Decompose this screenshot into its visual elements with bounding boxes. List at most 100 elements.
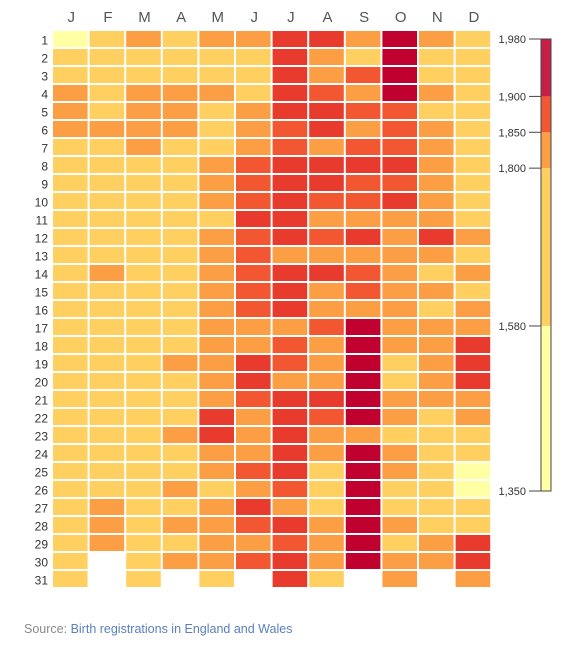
heatmap-cell [53, 355, 88, 371]
heatmap-cell [455, 409, 491, 425]
heatmap-cell [89, 67, 125, 83]
heatmap-cell [89, 31, 125, 47]
month-label: F [103, 9, 112, 26]
heatmap-cell [236, 85, 271, 101]
color-scale-label: 1,800 [498, 163, 526, 175]
heatmap-cell [53, 445, 88, 461]
heatmap-cell [382, 463, 417, 479]
heatmap-cell [345, 283, 381, 299]
heatmap-cell [199, 445, 234, 461]
heatmap-cell [419, 85, 454, 101]
heatmap-cell [126, 427, 161, 443]
heatmap-cell [345, 517, 381, 533]
month-label: M [211, 9, 224, 26]
heatmap-cell [236, 139, 271, 155]
heatmap-cell [382, 337, 417, 353]
heatmap-cell [236, 337, 271, 353]
heatmap-cell [236, 49, 271, 65]
heatmap-cell [272, 373, 308, 389]
heatmap-cell [272, 481, 308, 497]
heatmap-cell [126, 409, 161, 425]
heatmap-cell [272, 229, 308, 245]
heatmap-cell [419, 427, 454, 443]
heatmap-cell [455, 211, 491, 227]
heatmap-cell [53, 337, 88, 353]
heatmap-cell [53, 211, 88, 227]
heatmap-cell [309, 121, 344, 137]
heatmap-cell [345, 193, 381, 209]
heatmap-cell [382, 49, 417, 65]
heatmap-cell [89, 85, 125, 101]
heatmap-cell [126, 49, 161, 65]
heatmap-cell [126, 67, 161, 83]
heatmap-cell [53, 517, 88, 533]
heatmap-cell [53, 67, 88, 83]
heatmap-cell [89, 427, 125, 443]
heatmap-cell [309, 157, 344, 173]
month-label: S [359, 9, 369, 26]
heatmap-cell [419, 229, 454, 245]
heatmap-cell [89, 337, 125, 353]
heatmap-cell [89, 481, 125, 497]
heatmap-cell [309, 535, 344, 551]
heatmap-cell [419, 553, 454, 569]
heatmap-cell [309, 31, 344, 47]
heatmap-cell [199, 157, 234, 173]
heatmap-cell [345, 175, 381, 191]
heatmap-cell [53, 391, 88, 407]
heatmap-cell [272, 301, 308, 317]
heatmap-cell [199, 139, 234, 155]
heatmap-cell [345, 391, 381, 407]
source-note: Source: Birth registrations in England a… [24, 622, 292, 636]
day-label: 5 [41, 106, 48, 120]
heatmap-cell [199, 337, 234, 353]
source-link[interactable]: Birth registrations in England and Wales [70, 622, 293, 636]
heatmap-cell [419, 499, 454, 515]
day-label: 6 [41, 124, 48, 138]
heatmap-cell [345, 265, 381, 281]
heatmap-cell [199, 193, 234, 209]
heatmap-cell [309, 85, 344, 101]
heatmap-cell [345, 211, 381, 227]
heatmap-cell [236, 211, 271, 227]
heatmap-cell [162, 247, 198, 263]
heatmap-cell [309, 103, 344, 119]
heatmap-cell [419, 409, 454, 425]
heatmap-cell [199, 571, 234, 587]
heatmap-cell [89, 247, 125, 263]
heatmap-cell [345, 121, 381, 137]
heatmap-cell [455, 445, 491, 461]
color-scale-outline [540, 38, 552, 492]
heatmap-cell [199, 67, 234, 83]
heatmap-cell [162, 121, 198, 137]
heatmap-cell [455, 337, 491, 353]
day-label: 20 [35, 376, 49, 390]
heatmap-cell [162, 265, 198, 281]
heatmap-cell [455, 373, 491, 389]
heatmap-cell [272, 49, 308, 65]
heatmap-cell [382, 283, 417, 299]
heatmap-cell [419, 391, 454, 407]
heatmap-cell [236, 67, 271, 83]
heatmap-cell [162, 301, 198, 317]
heatmap-cell [53, 229, 88, 245]
heatmap-cell [309, 337, 344, 353]
heatmap-cell [162, 175, 198, 191]
heatmap-cell [53, 427, 88, 443]
heatmap-cell [236, 229, 271, 245]
day-label: 13 [35, 250, 49, 264]
heatmap-cell [199, 517, 234, 533]
heatmap-cell [126, 319, 161, 335]
heatmap-cell [419, 355, 454, 371]
heatmap-cell [89, 283, 125, 299]
heatmap-cell [89, 445, 125, 461]
heatmap-cell [455, 67, 491, 83]
day-label: 23 [35, 430, 49, 444]
heatmap-cell [236, 121, 271, 137]
heatmap-cell [272, 391, 308, 407]
heatmap-cell [89, 211, 125, 227]
heatmap-cell [162, 103, 198, 119]
month-label: D [468, 9, 479, 26]
heatmap-cell [382, 391, 417, 407]
heatmap-cell [89, 121, 125, 137]
